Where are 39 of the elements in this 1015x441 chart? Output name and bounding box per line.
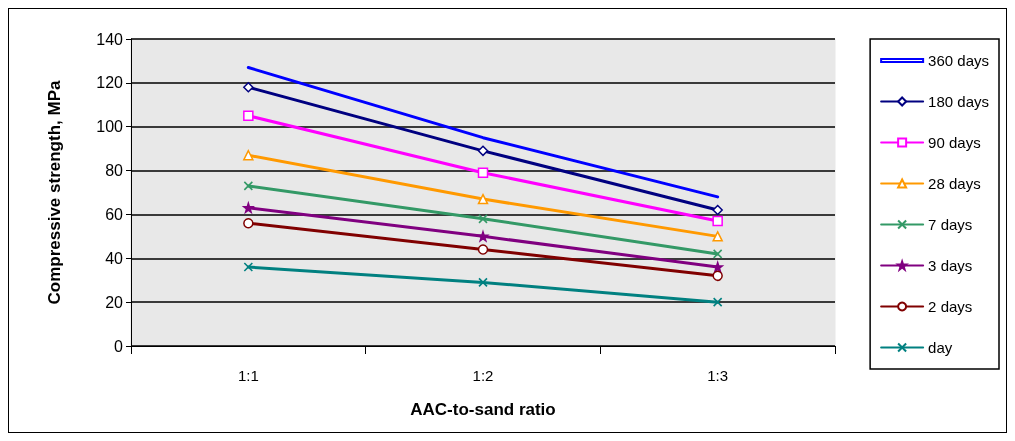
point [477, 193, 489, 205]
x-tick-label: 1:1 [237, 367, 259, 384]
legend-label: 90 days [928, 134, 981, 151]
legend-label: 360 days [928, 52, 990, 69]
legend-label: 180 days [928, 93, 990, 110]
x-axis-title: AAC-to-sand ratio [410, 400, 556, 419]
point [243, 217, 254, 229]
point [243, 81, 254, 93]
point [243, 149, 254, 161]
legend-label: 28 days [928, 175, 981, 192]
x-tick-label: 1:3 [707, 367, 729, 384]
y-tick-label: 0 [114, 337, 124, 355]
y-tick-label: 120 [96, 74, 124, 92]
y-tick-label: 20 [105, 293, 124, 311]
y-tick-label: 140 [96, 30, 124, 48]
y-tick-label: 80 [105, 162, 124, 180]
y-tick-label: 100 [96, 118, 124, 136]
point [478, 277, 488, 288]
y-tick-label: 40 [105, 249, 124, 267]
point [243, 181, 254, 191]
point [712, 231, 723, 242]
legend-label: 7 days [928, 216, 973, 233]
point [712, 215, 723, 227]
point [478, 214, 488, 224]
legend-label: day [928, 339, 953, 356]
y-axis-title: Compressive strength, MPa [45, 80, 64, 305]
point [712, 297, 723, 307]
legend-label: 3 days [928, 257, 973, 274]
point [477, 145, 489, 157]
point [712, 270, 723, 282]
x-tick-label: 1:2 [472, 367, 494, 384]
point [243, 110, 254, 121]
y-tick-label: 60 [105, 205, 124, 223]
point [712, 249, 723, 259]
point [243, 262, 254, 272]
point [477, 167, 489, 179]
legend-label: 2 days [928, 298, 973, 315]
point [477, 244, 489, 255]
point [712, 204, 723, 216]
